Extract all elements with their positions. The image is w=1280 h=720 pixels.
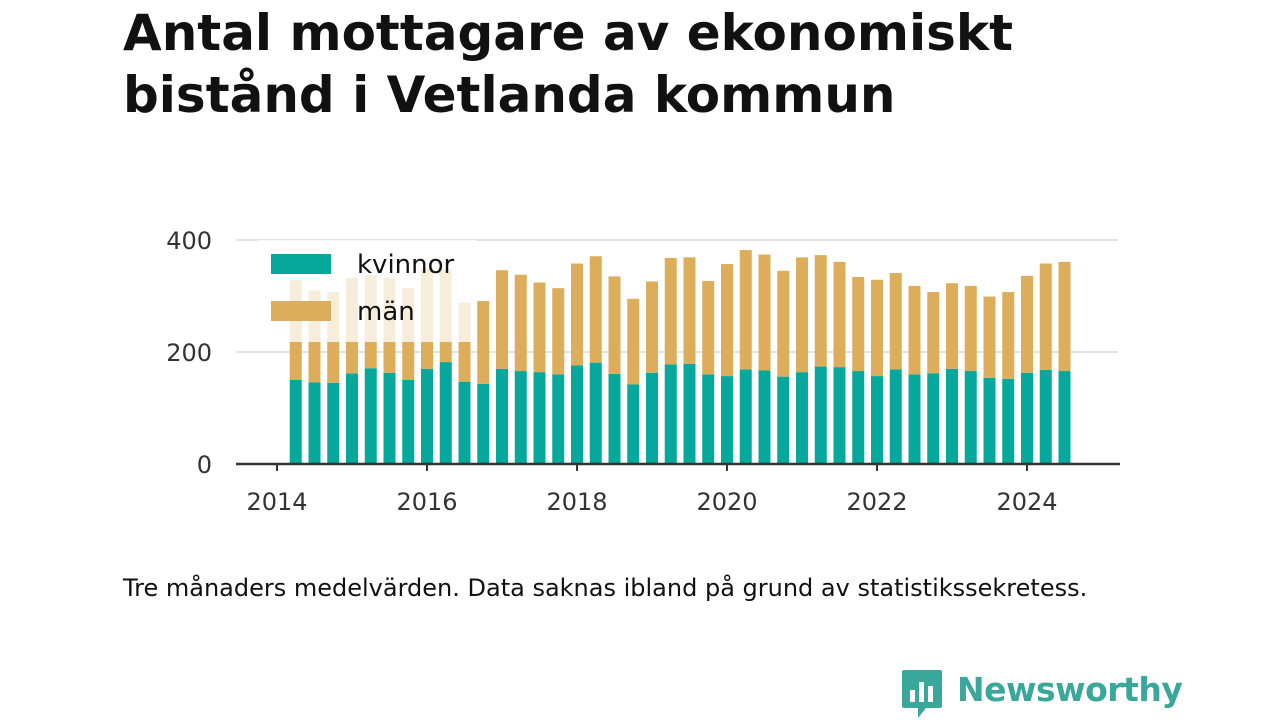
- bar-man: [852, 276, 865, 372]
- bar-man: [964, 285, 977, 372]
- bar-kvinnor: [421, 368, 433, 464]
- bar-man: [1002, 292, 1015, 379]
- bar-kvinnor: [833, 367, 846, 464]
- axes: 0 200 400 2014 2016 2018 2020 2022 2024: [166, 227, 1120, 516]
- legend: kvinnor män: [258, 240, 476, 342]
- bar-kvinnor: [983, 377, 996, 464]
- bar-kvinnor: [1058, 371, 1071, 464]
- bar-kvinnor: [458, 381, 471, 464]
- x-tick-label: 2016: [396, 488, 457, 516]
- x-tick-label: 2014: [246, 488, 307, 516]
- bar-kvinnor: [908, 374, 921, 464]
- x-tick-label: 2018: [546, 488, 607, 516]
- bar-kvinnor: [608, 373, 621, 464]
- bar-kvinnor: [1039, 369, 1052, 464]
- bar-man: [871, 279, 883, 377]
- bar-kvinnor: [346, 373, 358, 464]
- bar-kvinnor: [533, 372, 546, 464]
- bar-man: [477, 301, 490, 384]
- bar-man: [908, 285, 921, 375]
- bar-kvinnor: [871, 376, 883, 464]
- bars: [289, 250, 1071, 464]
- bar-man: [702, 280, 715, 375]
- bar-kvinnor: [739, 369, 752, 464]
- bar-kvinnor: [627, 384, 640, 464]
- x-tick-label: 2022: [846, 488, 907, 516]
- bar-man: [833, 261, 846, 368]
- bar-kvinnor: [758, 370, 771, 464]
- bar-man: [514, 274, 527, 372]
- bar-kvinnor: [796, 372, 808, 464]
- bar-kvinnor: [383, 372, 396, 464]
- bar-man: [571, 263, 583, 366]
- bar-kvinnor: [683, 363, 696, 464]
- bar-kvinnor: [364, 368, 377, 464]
- bar-man: [889, 273, 902, 370]
- bar-man: [589, 256, 602, 363]
- bar-kvinnor: [1002, 378, 1015, 464]
- bar-kvinnor: [664, 364, 677, 464]
- bar-man: [496, 270, 508, 369]
- bar-kvinnor: [589, 362, 602, 464]
- bar-man: [758, 254, 771, 371]
- bar-man: [796, 257, 808, 373]
- x-tick-label: 2020: [696, 488, 757, 516]
- legend-swatch-kvinnor: [271, 254, 331, 274]
- y-tick-label: 200: [166, 339, 212, 367]
- bar-kvinnor: [721, 376, 733, 464]
- bar-kvinnor: [1021, 372, 1033, 464]
- y-tick-label: 0: [197, 451, 212, 479]
- bar-man: [646, 281, 658, 373]
- bar-kvinnor: [289, 380, 302, 464]
- newsworthy-logo-text: Newsworthy: [957, 670, 1183, 709]
- bar-kvinnor: [889, 369, 902, 464]
- bar-kvinnor: [514, 371, 527, 464]
- bar-kvinnor: [964, 371, 977, 464]
- chart-note: Tre månaders medelvärden. Data saknas ib…: [123, 574, 1088, 602]
- bar-man: [1058, 261, 1071, 372]
- bar-kvinnor: [496, 368, 508, 464]
- bar-man: [1021, 275, 1033, 373]
- bar-kvinnor: [777, 376, 790, 464]
- bar-man: [683, 257, 696, 364]
- bar-kvinnor: [927, 373, 940, 464]
- bar-man: [721, 264, 733, 377]
- legend-swatch-man: [271, 301, 331, 321]
- bar-kvinnor: [477, 383, 490, 464]
- bar-man: [608, 276, 621, 374]
- bar-kvinnor: [402, 380, 415, 464]
- bar-man: [777, 270, 790, 377]
- bar-man: [664, 257, 677, 365]
- bar-kvinnor: [814, 366, 827, 464]
- legend-label-man: män: [357, 297, 415, 327]
- bar-kvinnor: [308, 382, 321, 464]
- bar-man: [552, 288, 565, 375]
- bar-man: [927, 292, 940, 374]
- bar-kvinnor: [552, 374, 565, 464]
- newsworthy-logo-icon: [902, 670, 942, 718]
- bar-kvinnor: [439, 362, 452, 464]
- bar-man: [946, 283, 958, 369]
- bar-kvinnor: [646, 372, 658, 464]
- bar-kvinnor: [571, 365, 583, 464]
- bar-man: [739, 250, 752, 370]
- chart-title: Antal mottagare av ekonomiskt bistånd i …: [123, 4, 1013, 124]
- bar-kvinnor: [702, 374, 715, 464]
- bar-man: [627, 298, 640, 385]
- bar-kvinnor: [852, 371, 865, 464]
- bar-man: [814, 255, 827, 367]
- bar-man: [983, 296, 996, 378]
- chart: 0 200 400 2014 2016 2018 2020 2022 2024 kvinnor m…: [166, 227, 1120, 516]
- x-tick-label: 2024: [996, 488, 1057, 516]
- bar-man: [533, 282, 546, 373]
- legend-label-kvinnor: kvinnor: [357, 250, 455, 280]
- y-tick-label: 400: [166, 227, 212, 255]
- bar-kvinnor: [946, 368, 958, 464]
- bar-kvinnor: [327, 382, 340, 464]
- bar-man: [1039, 263, 1052, 370]
